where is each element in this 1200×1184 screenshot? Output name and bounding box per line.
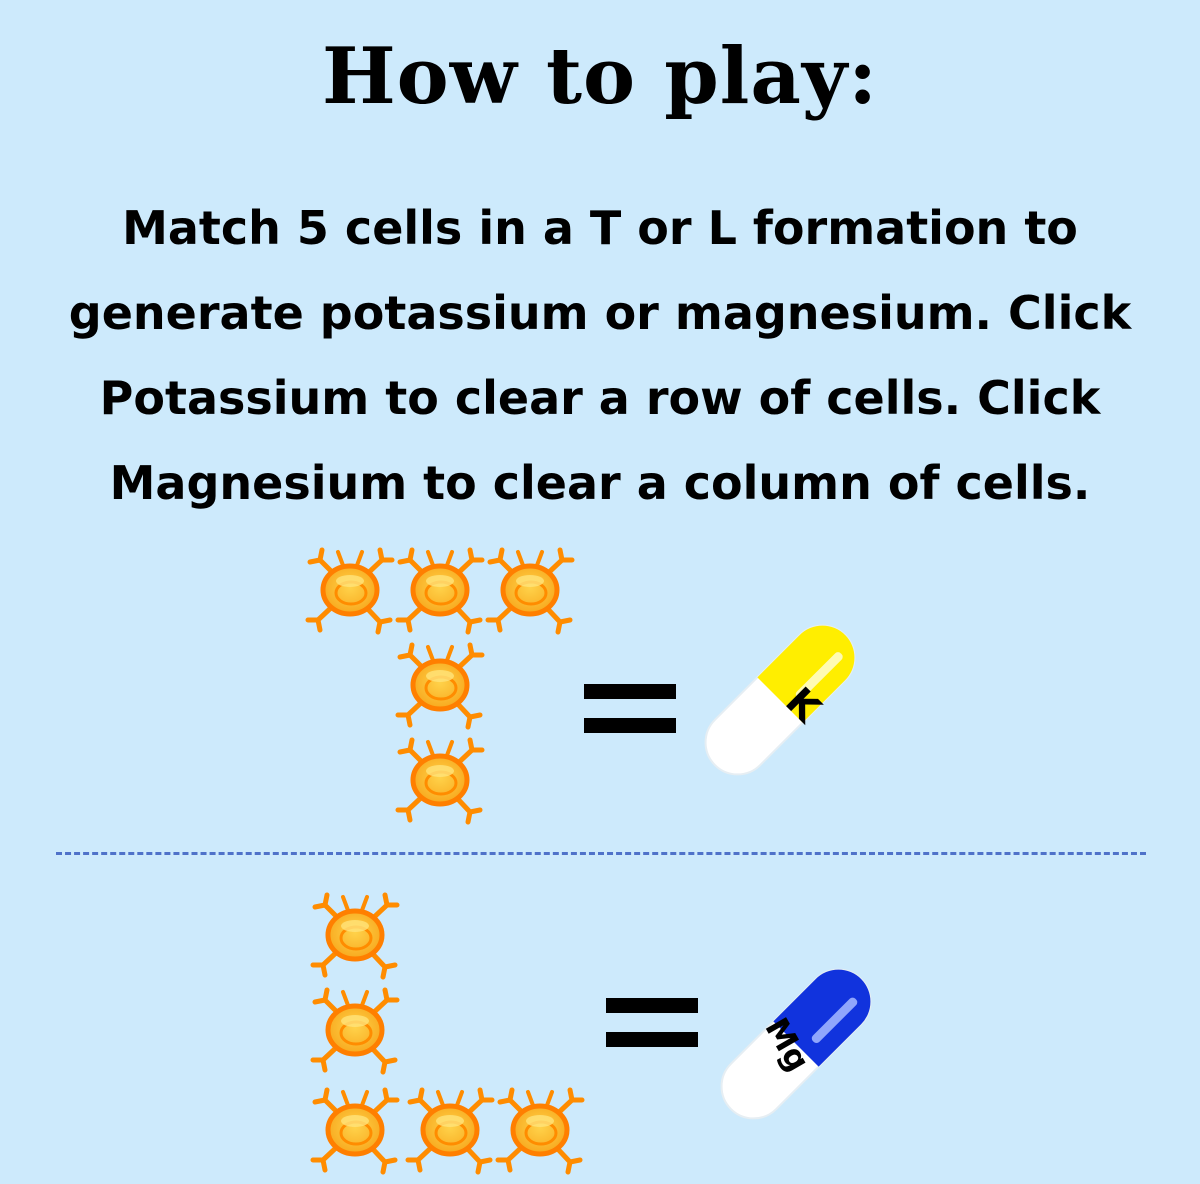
cell-icon <box>498 1090 582 1172</box>
cell-icon <box>313 1090 397 1172</box>
cell-icon <box>313 895 397 977</box>
l-formation-figure <box>300 890 600 1184</box>
cell-icon <box>398 645 482 727</box>
cell-icon <box>408 1090 492 1172</box>
magnesium-pill-icon[interactable]: Mg <box>706 954 886 1134</box>
cell-icon <box>398 740 482 822</box>
cell-icon <box>313 990 397 1072</box>
cell-icon <box>488 550 572 632</box>
instructions-text: Match 5 cells in a T or L formation to g… <box>68 201 1132 510</box>
cell-icon <box>308 550 392 632</box>
t-formation-figure <box>290 540 600 840</box>
equals-sign <box>606 998 698 1048</box>
page-title: How to play: <box>321 31 879 122</box>
potassium-pill-icon[interactable]: K <box>690 610 870 790</box>
cell-icon <box>398 550 482 632</box>
equals-sign <box>584 684 676 734</box>
section-divider <box>56 852 1146 855</box>
